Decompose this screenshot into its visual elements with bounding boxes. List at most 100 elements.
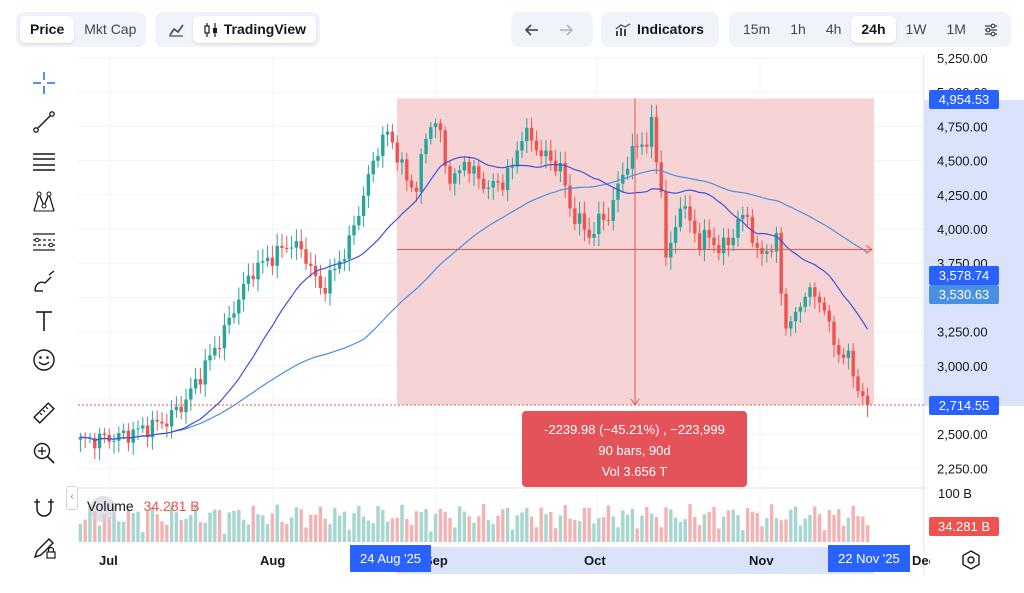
candle-body <box>539 150 543 157</box>
volume-bar <box>246 524 251 542</box>
volume-bar <box>630 508 635 542</box>
settings-sliders-icon[interactable] <box>976 16 1007 43</box>
emoji-icon[interactable] <box>26 344 62 376</box>
volume-bar <box>789 509 793 542</box>
volume-bar <box>208 512 212 542</box>
candle-body <box>433 123 438 128</box>
volume-bar <box>443 511 447 542</box>
brush-icon[interactable] <box>26 266 62 298</box>
candle-body <box>486 187 491 189</box>
candle-body <box>438 123 443 131</box>
volume-bar <box>462 511 467 542</box>
pattern-tool-icon[interactable] <box>26 186 62 218</box>
volume-bar <box>390 518 395 542</box>
candle-body <box>745 214 750 217</box>
forward-arrow-icon[interactable] <box>549 16 583 43</box>
price-button[interactable]: Price <box>20 16 75 43</box>
candle-body <box>213 347 217 356</box>
ruler-icon[interactable] <box>26 397 62 429</box>
candle-body <box>803 296 807 307</box>
candle-body <box>366 174 371 196</box>
scale-settings-icon[interactable] <box>960 549 982 571</box>
collapse-panel-icon[interactable]: ‹ <box>66 486 78 510</box>
volume-bar <box>664 507 668 542</box>
candle-body <box>232 313 236 318</box>
volume-bar <box>861 516 865 542</box>
volume-bar <box>688 504 692 542</box>
volume-bar <box>501 509 505 542</box>
volume-bar <box>150 507 155 542</box>
candle-body <box>117 433 121 441</box>
mktcap-button[interactable]: Mkt Cap <box>84 21 137 37</box>
line-chart-icon[interactable] <box>159 16 193 43</box>
candle-body <box>837 345 841 355</box>
volume-legend-label: Volume <box>87 498 134 514</box>
interval-1w[interactable]: 1W <box>905 21 927 37</box>
volume-bar <box>289 517 294 542</box>
candle-body <box>78 436 83 440</box>
volume-bar <box>736 514 740 542</box>
candle-body <box>261 261 265 263</box>
y-tick-label: 4,750.00 <box>937 119 988 134</box>
tradingview-logo-icon <box>90 496 116 522</box>
indicators-button[interactable]: Indicators <box>605 16 714 43</box>
volume-bar <box>381 509 385 542</box>
volume-bar <box>635 528 639 542</box>
interval-4h[interactable]: 4h <box>825 21 842 37</box>
fibonacci-icon[interactable] <box>26 226 62 258</box>
crosshair-icon[interactable] <box>26 67 62 99</box>
volume-bar <box>717 528 721 542</box>
volume-bar <box>525 507 529 542</box>
volume-bar <box>793 506 798 542</box>
candle-body <box>669 242 673 258</box>
x-label-oct: Oct <box>584 553 606 568</box>
volume-bar <box>587 507 591 542</box>
volume-bar <box>371 523 375 542</box>
volume-bar <box>78 524 83 542</box>
volume-bar <box>774 518 779 542</box>
volume-bar <box>803 518 807 542</box>
volume-bar <box>419 512 423 542</box>
pencil-lock-icon[interactable] <box>26 532 62 564</box>
candle-body <box>93 437 97 449</box>
high-price-tag: 4,954.53 <box>929 90 999 109</box>
candle-body <box>861 391 865 396</box>
zoom-in-icon[interactable] <box>26 437 62 469</box>
interval-1h[interactable]: 1h <box>790 21 806 37</box>
y-tick-label: 4,500.00 <box>937 154 988 169</box>
volume-bar <box>337 515 342 542</box>
volume-bar <box>529 516 534 542</box>
candle-body <box>697 233 702 251</box>
candle-body <box>491 180 495 188</box>
text-tool-icon[interactable] <box>26 305 62 337</box>
volume-bar <box>491 524 495 542</box>
volume-bar <box>693 516 697 542</box>
interval-24h[interactable]: 24h <box>851 16 896 43</box>
candle-body <box>395 142 399 163</box>
trend-line-icon[interactable] <box>26 106 62 138</box>
undo-redo-group <box>511 12 593 47</box>
candle-body <box>203 360 207 385</box>
volume-bar <box>621 510 625 542</box>
candle-body <box>376 156 380 161</box>
interval-15m[interactable]: 15m <box>743 21 771 37</box>
candle-body <box>342 259 347 262</box>
volume-bar <box>405 519 409 542</box>
horizontal-lines-icon[interactable] <box>26 146 62 178</box>
magnet-icon[interactable] <box>26 492 62 524</box>
interval-1m[interactable]: 1M <box>946 21 966 37</box>
volume-bar <box>745 507 750 542</box>
volume-bar <box>625 514 630 542</box>
volume-bar <box>678 522 683 542</box>
candle-body <box>179 406 183 413</box>
volume-bar <box>577 521 582 542</box>
volume-bar <box>357 506 361 542</box>
tradingview-button[interactable]: TradingView <box>192 16 316 43</box>
back-arrow-icon[interactable] <box>515 16 549 43</box>
volume-bar <box>549 511 553 542</box>
volume-bar <box>155 514 159 542</box>
candle-body <box>462 161 467 171</box>
volume-bar <box>731 509 735 542</box>
volume-bar <box>270 513 275 542</box>
